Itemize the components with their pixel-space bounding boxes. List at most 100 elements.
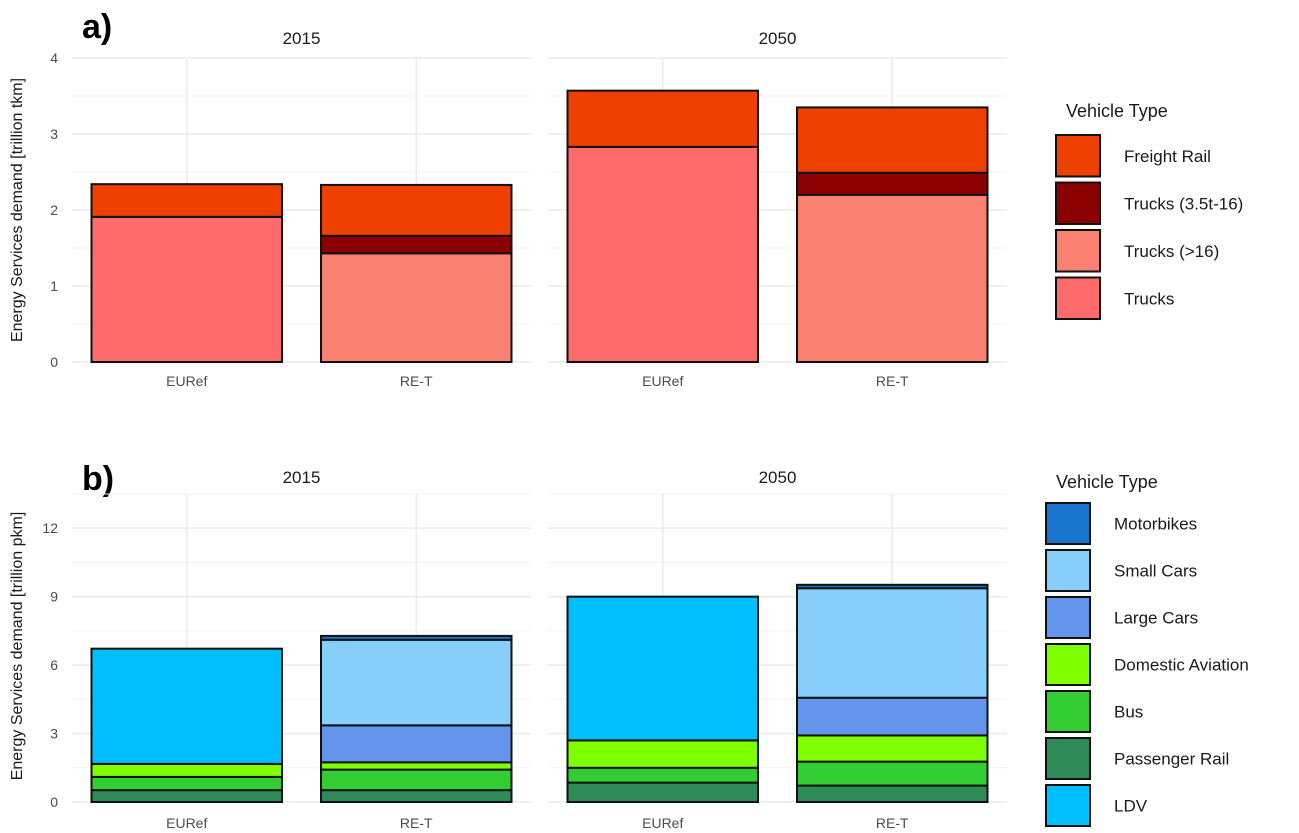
legend-label: Passenger Rail [1114, 750, 1229, 769]
bar-segment-motorbikes [796, 583, 989, 590]
bar-segment-trucks-16 [320, 252, 513, 364]
legend-item-trucks-16: Trucks (>16) [1055, 229, 1219, 273]
panel-b: b) Energy Services demand [trillion pkm] 0… [9, 460, 1249, 831]
legend-item-trucks: Trucks [1055, 276, 1174, 320]
bar-stack-euref [566, 595, 759, 804]
bar-segment-freight-rail [320, 183, 513, 237]
bar-segment-large-cars [320, 724, 513, 764]
bar-segment-domestic-aviation [90, 762, 283, 778]
legend-label: LDV [1114, 797, 1148, 816]
legend-label: Freight Rail [1124, 147, 1211, 166]
x-tick-label: RE-T [400, 373, 433, 389]
legend-key-motorbikes [1045, 502, 1091, 545]
bar-stack-euref [90, 183, 283, 363]
legend-item-freight-rail: Freight Rail [1055, 134, 1211, 178]
y-tick-label: 0 [50, 354, 58, 370]
bar-segment-trucks-3-5t-16 [796, 171, 989, 196]
bar-segment-ldv [90, 647, 283, 765]
y-tick-label: 2 [50, 202, 58, 218]
y-tick-label: 1 [50, 278, 58, 294]
legend-item-bus: Bus [1045, 690, 1143, 733]
legend-title: Vehicle Type [1056, 472, 1158, 492]
legend-label: Large Cars [1114, 609, 1198, 628]
x-tick-label: EURef [642, 815, 683, 831]
bar-segment-bus [90, 775, 283, 792]
bar-stack-re-t [320, 183, 513, 364]
bar-stack-re-t [796, 583, 989, 803]
bar-stack-re-t [320, 634, 513, 803]
facet-2050: 2050 EURef RE-T [548, 29, 1007, 389]
facet-strip-label: 2015 [283, 29, 321, 48]
x-tick-label: RE-T [876, 373, 909, 389]
bar-segment-bus [566, 766, 759, 784]
legend-item-domestic-aviation: Domestic Aviation [1045, 643, 1249, 686]
bar-stack-euref [566, 89, 759, 363]
legend-key-small-cars [1045, 549, 1091, 592]
legend-label: Trucks [1124, 289, 1174, 308]
y-tick-label: 6 [50, 657, 58, 673]
legend-item-motorbikes: Motorbikes [1045, 502, 1197, 545]
legend-key-passenger-rail [1045, 737, 1091, 780]
legend: Vehicle Type Motorbikes Small Cars Large Ca… [1045, 472, 1249, 827]
bar-segment-freight-rail [796, 106, 989, 174]
bar-segment-domestic-aviation [566, 739, 759, 769]
panel-letter: b) [82, 460, 114, 498]
y-axis-label: Energy Services demand [trillion tkm] [9, 78, 26, 342]
legend-key-large-cars [1045, 596, 1091, 639]
legend-label: Motorbikes [1114, 515, 1197, 534]
panels: a) Energy Services demand [trillion tkm] 0… [9, 8, 1249, 831]
legend-item-large-cars: Large Cars [1045, 596, 1198, 639]
legend-item-trucks-3-5t-16: Trucks (3.5t-16) [1055, 181, 1243, 225]
bar-segment-small-cars [320, 638, 513, 727]
x-tick-label: RE-T [400, 815, 433, 831]
y-axis-label: Energy Services demand [trillion pkm] [9, 512, 26, 781]
legend-item-passenger-rail: Passenger Rail [1045, 737, 1229, 780]
x-tick-label: RE-T [876, 815, 909, 831]
legend-key-trucks-3-5t-16 [1055, 181, 1101, 225]
bar-segment-trucks [90, 215, 283, 363]
bar-segment-passenger-rail [566, 781, 759, 804]
bar-segment-bus [796, 760, 989, 787]
bar-segment-domestic-aviation [320, 761, 513, 771]
facet-2015: 2015 EURef RE-T [72, 29, 531, 389]
x-tick-label: EURef [166, 815, 207, 831]
legend-label: Bus [1114, 703, 1143, 722]
legend-key-domestic-aviation [1045, 643, 1091, 686]
facet-2050: 2050 EURef RE-T [548, 468, 1007, 831]
bar-segment-bus [320, 768, 513, 792]
bar-segment-small-cars [796, 587, 989, 699]
legend-label: Trucks (>16) [1124, 242, 1219, 261]
y-tick-label: 4 [50, 50, 58, 66]
bar-segment-freight-rail [90, 183, 283, 218]
legend-title: Vehicle Type [1066, 101, 1168, 121]
y-tick-label: 3 [50, 726, 58, 742]
y-tick-label: 9 [50, 589, 58, 605]
x-tick-label: EURef [166, 373, 207, 389]
y-tick-label: 0 [50, 794, 58, 810]
bar-segment-trucks [566, 145, 759, 363]
legend-key-ldv [1045, 784, 1091, 827]
bar-segment-passenger-rail [320, 789, 513, 803]
bar-segment-trucks-16 [796, 193, 989, 363]
bar-segment-motorbikes [320, 634, 513, 641]
bar-segment-trucks-3-5t-16 [320, 234, 513, 255]
bar-segment-freight-rail [566, 89, 759, 148]
bar-segment-domestic-aviation [796, 734, 989, 763]
y-tick-label: 12 [42, 520, 58, 536]
x-tick-label: EURef [642, 373, 683, 389]
panel-letter: a) [82, 8, 112, 46]
facet-2015: 2015 EURef RE-T [72, 468, 531, 831]
legend-label: Small Cars [1114, 562, 1197, 581]
legend-key-freight-rail [1055, 134, 1101, 178]
legend-item-small-cars: Small Cars [1045, 549, 1197, 592]
legend-key-bus [1045, 690, 1091, 733]
bar-segment-passenger-rail [796, 784, 989, 803]
legend-key-trucks [1055, 276, 1101, 320]
legend-label: Domestic Aviation [1114, 656, 1249, 675]
bar-segment-passenger-rail [90, 789, 283, 803]
legend-item-ldv: LDV [1045, 784, 1148, 827]
y-tick-label: 3 [50, 126, 58, 142]
legend: Vehicle Type Freight Rail Trucks (3.5t-16)… [1055, 101, 1243, 320]
facet-strip-label: 2015 [283, 468, 321, 487]
